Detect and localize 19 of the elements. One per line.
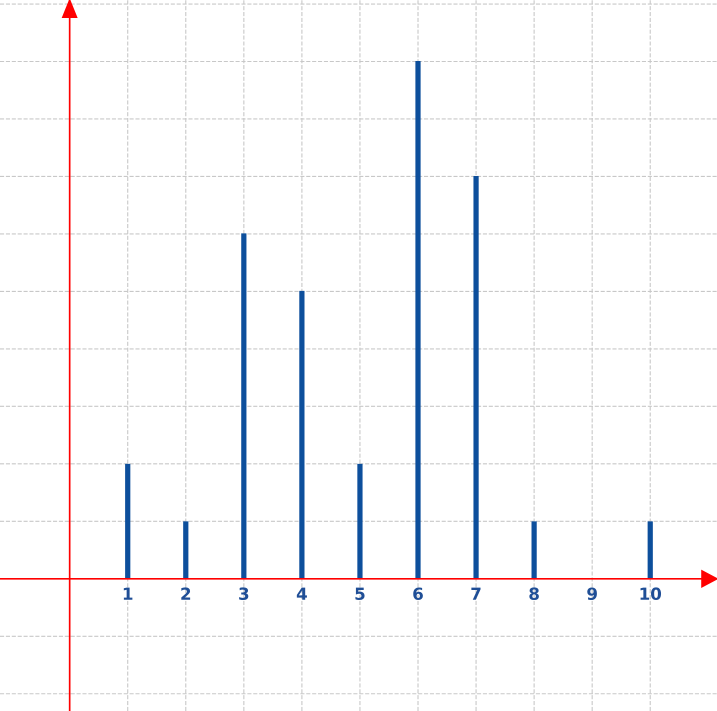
x-tick-label: 1 [124,588,132,600]
bar [125,464,130,579]
x-tick-label: 4 [296,588,307,600]
bar [473,176,479,579]
x-tick-label: 3 [239,587,248,600]
x-tick-label: 5 [355,588,365,600]
bar [648,521,653,579]
x-tick-label: 2 [181,587,190,600]
bar [415,60,421,579]
x-tick-label: 7 [471,588,481,600]
bar [299,290,305,579]
bar [532,521,537,579]
x-tick-label: 6 [413,587,423,600]
x-tick-label: 9 [587,587,597,600]
x-tick-label: 8 [529,587,539,600]
bar [241,233,246,579]
x-tick-label: 10 [640,587,662,600]
bar [183,521,188,579]
bar [357,464,363,579]
